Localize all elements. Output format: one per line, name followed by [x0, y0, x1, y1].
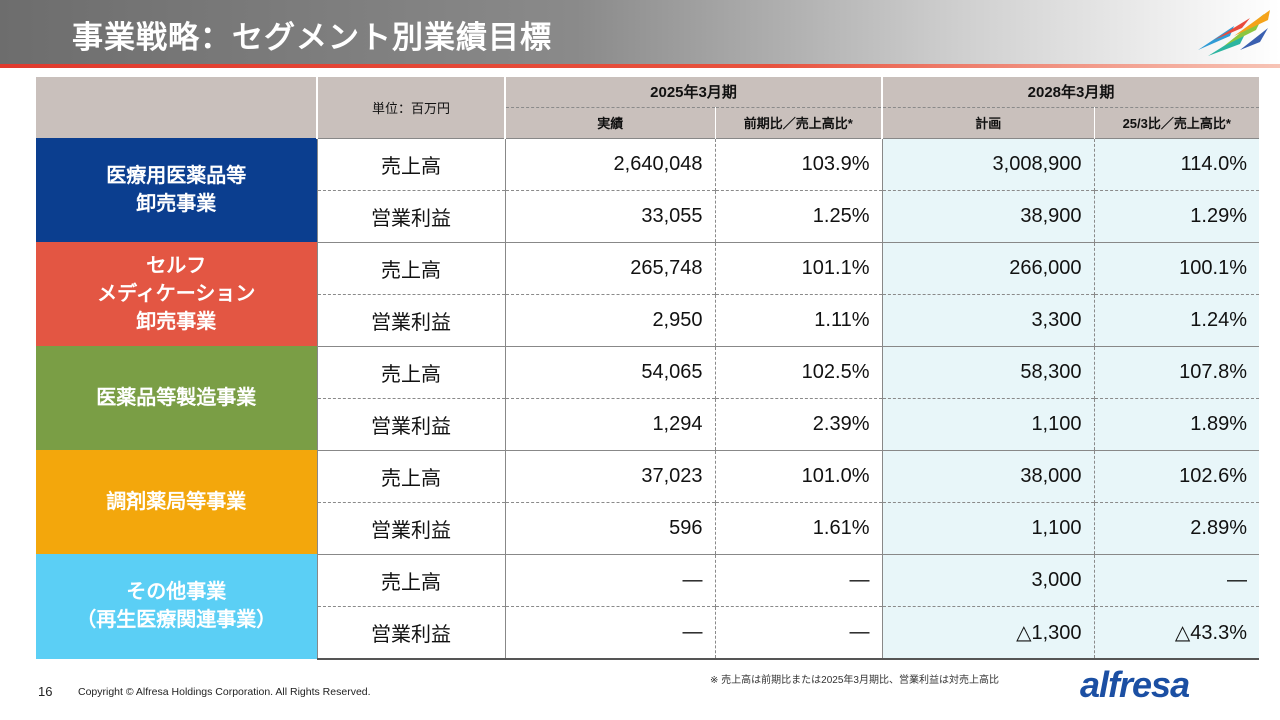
ratio2-value: —: [1094, 553, 1259, 606]
table-row: セルフ メディケーション 卸売事業 売上高 265,748 101.1% 266,000 10…: [36, 241, 1259, 346]
period-2025-header: 2025年3月期: [504, 77, 882, 107]
page-title: 事業戦略：セグメント別業績目標: [72, 20, 552, 55]
row-label: 営業利益: [316, 293, 506, 346]
ratio1-value: 2.39%: [715, 397, 883, 450]
ratio1-value: 1.25%: [715, 189, 883, 242]
plan-value: 3,300: [882, 293, 1095, 346]
plan-value: 1,100: [882, 501, 1095, 554]
row-label: 売上高: [316, 553, 506, 606]
segment-name-line: 卸売事業: [136, 193, 217, 215]
actual-value: 33,055: [505, 189, 716, 242]
header-corner: [36, 77, 317, 138]
alfresa-logo: alfresa: [1080, 664, 1190, 705]
corporate-logo-icon: [1198, 10, 1270, 56]
plan-value: △1,300: [882, 605, 1095, 660]
actual-value: 265,748: [505, 241, 716, 294]
table-row: 営業利益 596 1.61% 1,100 2.89%: [36, 501, 1259, 554]
col-ratio1-header: 前期比／売上高比*: [714, 106, 882, 138]
table-row: 営業利益 — — △1,300 △43.3%: [36, 605, 1259, 660]
col-plan-header: 計画: [881, 106, 1094, 138]
ratio1-value: 101.0%: [715, 449, 883, 502]
ratio1-value: —: [715, 553, 883, 606]
ratio1-value: —: [715, 605, 883, 660]
segment-name-line: 卸売事業: [136, 311, 217, 333]
ratio2-value: 1.89%: [1094, 397, 1259, 450]
segment-name-line: （再生医療関連事業）: [76, 609, 277, 632]
ratio2-value: 1.29%: [1094, 189, 1259, 242]
table-row: 営業利益 33,055 1.25% 38,900 1.29%: [36, 189, 1259, 242]
actual-value: 2,950: [505, 293, 716, 346]
plan-value: 38,000: [882, 449, 1095, 502]
ratio2-value: 114.0%: [1094, 137, 1259, 190]
segment-name-line: 医療用医薬品等: [106, 165, 247, 187]
segment-name-line: 医薬品等製造事業: [96, 387, 257, 409]
copyright: Copyright © Alfresa Holdings Corporation…: [78, 686, 371, 698]
header-bar: 事業戦略：セグメント別業績目標: [0, 0, 1280, 66]
ratio2-value: 102.6%: [1094, 449, 1259, 502]
table-row: 医療用医薬品等 卸売事業 売上高 2,640,048 103.9% 3,008,900 11…: [36, 137, 1259, 242]
segment-name-cell: 医薬品等製造事業: [36, 346, 317, 450]
plan-value: 58,300: [882, 345, 1095, 398]
plan-value: 1,100: [882, 397, 1095, 450]
col-ratio2-header: 25/3比／売上高比*: [1093, 106, 1259, 138]
table-row: その他事業 （再生医療関連事業） 売上高 — —3,000—: [36, 553, 1259, 659]
row-label: 売上高: [316, 345, 506, 398]
segment-name-cell: セルフメディケーション 卸売事業: [36, 242, 317, 346]
ratio1-value: 1.61%: [715, 501, 883, 554]
row-label: 営業利益: [316, 605, 506, 660]
plan-value: 3,000: [882, 553, 1095, 606]
actual-value: —: [505, 553, 716, 606]
row-label: 営業利益: [316, 501, 506, 554]
table-row: 営業利益 2,950 1.11% 3,300 1.24%: [36, 293, 1259, 346]
row-label: 売上高: [316, 137, 506, 190]
actual-value: 2,640,048: [505, 137, 716, 190]
table-header-row-2: 実績 前期比／売上高比* 計画 25/3比／売上高比*: [36, 106, 1259, 138]
segment-name-line: その他事業: [126, 581, 227, 604]
col-actual-header: 実績: [504, 106, 715, 138]
ratio1-value: 101.1%: [715, 241, 883, 294]
ratio2-value: 2.89%: [1094, 501, 1259, 554]
ratio2-value: 100.1%: [1094, 241, 1259, 294]
plan-value: 3,008,900: [882, 137, 1095, 190]
row-label: 売上高: [316, 241, 506, 294]
footnote: ※ 売上高は前期比または2025年3月期比、営業利益は対売上高比: [710, 675, 999, 686]
ratio1-value: 1.11%: [715, 293, 883, 346]
segment-name-line: セルフ: [146, 255, 207, 277]
segment-targets-table: 単位：百万円 2025年3月期 2028年3月期 実績 前期比／売上高比* 計画…: [36, 77, 1259, 660]
segment-name-cell: 医療用医薬品等 卸売事業: [36, 138, 317, 242]
ratio1-value: 103.9%: [715, 137, 883, 190]
unit-label: 単位：百万円: [316, 77, 505, 138]
page-number: 16: [38, 684, 53, 699]
actual-value: —: [505, 605, 716, 660]
ratio2-value: △43.3%: [1094, 605, 1259, 660]
table-row: 医薬品等製造事業 売上高 54,065 102.5% 58,300 107.8%: [36, 345, 1259, 450]
ratio1-value: 102.5%: [715, 345, 883, 398]
header-accent-line: [0, 64, 1280, 68]
actual-value: 596: [505, 501, 716, 554]
actual-value: 54,065: [505, 345, 716, 398]
row-label: 営業利益: [316, 397, 506, 450]
plan-value: 38,900: [882, 189, 1095, 242]
ratio2-value: 1.24%: [1094, 293, 1259, 346]
segment-name-line: 調剤薬局等事業: [106, 491, 247, 513]
plan-value: 266,000: [882, 241, 1095, 294]
table-body: 医療用医薬品等 卸売事業 売上高 2,640,048 103.9% 3,008,900 11…: [36, 137, 1259, 660]
ratio2-value: 107.8%: [1094, 345, 1259, 398]
table-row: 営業利益 1,294 2.39% 1,100 1.89%: [36, 397, 1259, 450]
row-label: 営業利益: [316, 189, 506, 242]
segment-name-cell: その他事業 （再生医療関連事業）: [36, 554, 317, 659]
actual-value: 37,023: [505, 449, 716, 502]
period-2028-header: 2028年3月期: [881, 77, 1259, 107]
segment-name-line: メディケーション: [97, 283, 256, 305]
actual-value: 1,294: [505, 397, 716, 450]
segment-name-cell: 調剤薬局等事業: [36, 450, 317, 554]
row-label: 売上高: [316, 449, 506, 502]
table-header-row-1: 単位：百万円 2025年3月期 2028年3月期: [36, 77, 1259, 138]
table-row: 調剤薬局等事業 売上高 37,023 101.0% 38,000 102.6%: [36, 449, 1259, 554]
